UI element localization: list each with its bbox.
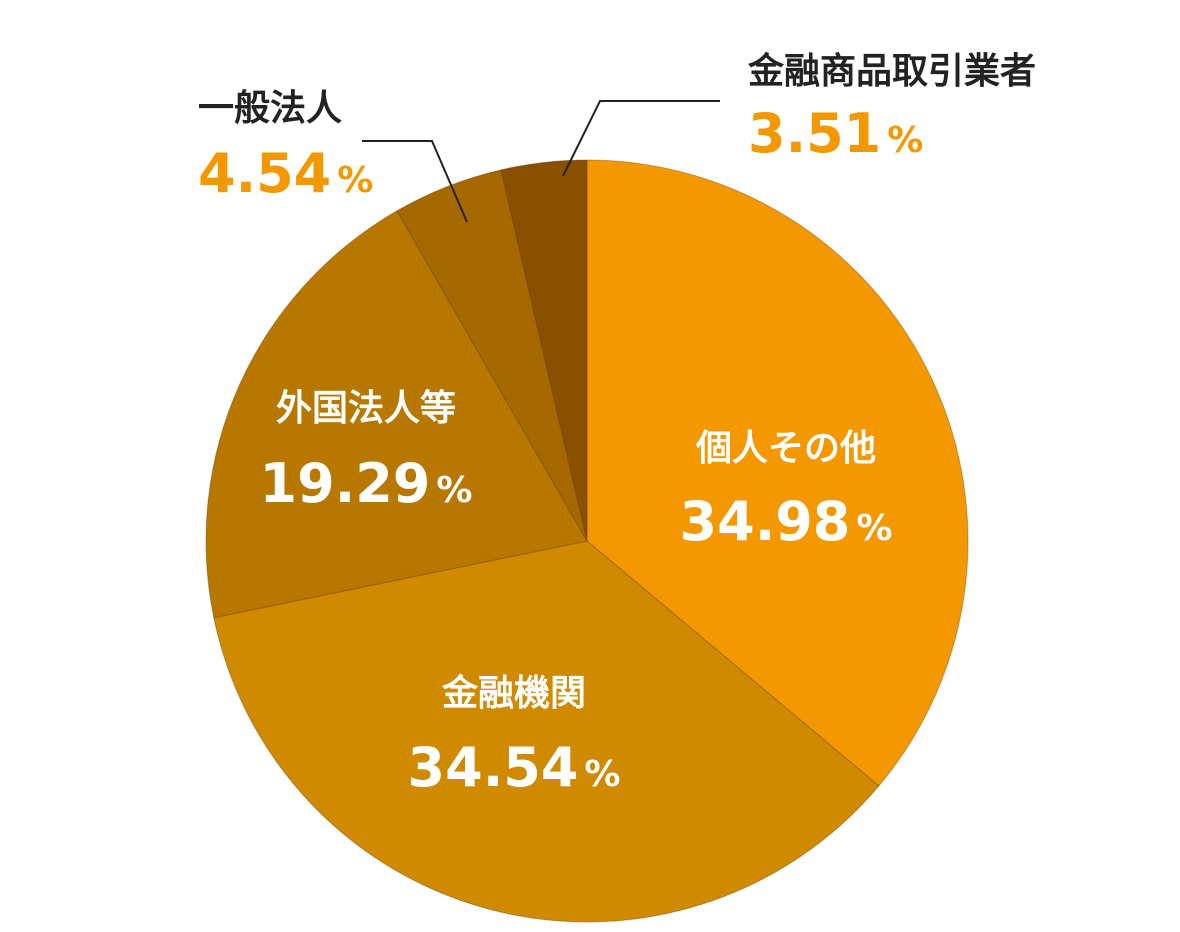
slice-label-3: 一般法人 xyxy=(198,88,342,129)
slice-value-2: 19.29% xyxy=(260,452,473,515)
slice-value-4: 3.51% xyxy=(748,102,923,165)
slice-value-1: 34.54% xyxy=(408,736,621,799)
slice-label-1: 金融機関 xyxy=(441,672,586,714)
slice-label-0: 個人その他 xyxy=(695,428,876,469)
leader-lines xyxy=(362,100,720,223)
slice-value-3: 4.54% xyxy=(198,142,373,205)
slice-labels: 個人その他 34.98 % 金融機関 34.54 % 外国法人等 19.29 % 一般法人 4.54… xyxy=(198,50,1036,799)
pie-slice-3 xyxy=(396,169,588,542)
pie-slice-2 xyxy=(205,210,588,619)
pie-slice-4 xyxy=(500,159,588,542)
leader-line-4 xyxy=(562,100,720,177)
slice-label-2: 外国法人等 xyxy=(276,388,456,429)
slice-label-4: 金融商品取引業者 xyxy=(747,50,1036,92)
pie-slices xyxy=(205,159,969,923)
leader-line-3 xyxy=(362,140,468,223)
pie-slice-0 xyxy=(586,159,969,787)
pie-slice-1 xyxy=(213,540,880,923)
slice-value-0: 34.98% xyxy=(680,490,893,553)
